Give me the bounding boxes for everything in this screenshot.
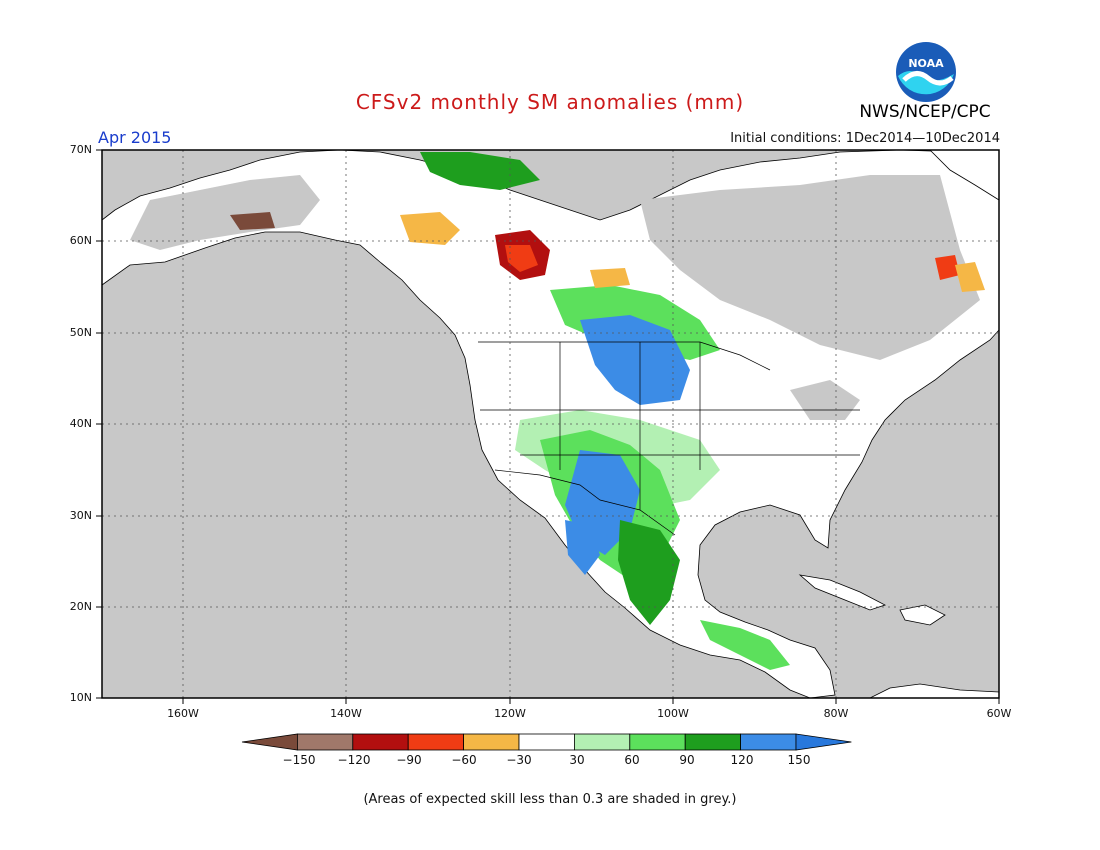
colorbar-segment — [518, 733, 575, 751]
anomaly-patch-alaska-brown — [230, 212, 275, 230]
anomaly-patch-central-america-green — [700, 620, 790, 670]
anomaly-patch-sierra-blue — [565, 520, 600, 575]
noaa-logo: NOAA — [894, 40, 958, 108]
colorbar-label: 90 — [679, 753, 695, 767]
colorbar-segment — [296, 733, 354, 751]
ytick-label: 10N — [69, 691, 92, 704]
skill-footnote: (Areas of expected skill less than 0.3 a… — [363, 792, 737, 807]
colorbar-label: 120 — [730, 753, 754, 767]
valid-month-label: Apr 2015 — [98, 128, 172, 147]
us-canada-border — [478, 341, 771, 371]
colorbar-label: −30 — [506, 753, 532, 767]
anomaly-layer — [230, 152, 985, 670]
map-title: CFSv2 monthly SM anomalies (mm) — [355, 90, 745, 114]
colorbar-segment — [740, 733, 797, 751]
ytick-label: 70N — [69, 143, 92, 156]
xtick-label: 120W — [494, 707, 526, 720]
xtick-label: 80W — [823, 707, 849, 720]
anomaly-patch-labrador-orange — [935, 255, 960, 280]
hispaniola-island — [899, 604, 946, 626]
ytick-label: 30N — [69, 509, 92, 522]
colorbar-segment — [352, 733, 409, 751]
us-mexico-border — [494, 469, 676, 536]
colorbar-label: −60 — [451, 753, 477, 767]
colorbar-segment — [241, 733, 298, 751]
colorbar — [241, 733, 852, 751]
xtick-label: 140W — [330, 707, 362, 720]
colorbar-label: −120 — [337, 753, 371, 767]
ytick-label: 20N — [69, 600, 92, 613]
colorbar-segment — [684, 733, 742, 751]
boundary-lines — [478, 341, 860, 536]
low-skill-mexico-sw — [470, 480, 520, 520]
colorbar-segment — [463, 733, 520, 751]
low-skill-layer — [130, 175, 980, 520]
anomaly-patch-manitoba-yellow — [590, 268, 630, 288]
xtick-label: 100W — [657, 707, 689, 720]
ytick-label: 50N — [69, 326, 92, 339]
colorbar-segment — [629, 733, 686, 751]
gridlines — [102, 150, 999, 698]
tick-marks — [96, 149, 1000, 704]
colorbar-label: −150 — [282, 753, 316, 767]
colorbar-label: 60 — [624, 753, 640, 767]
colorbar-label: −90 — [396, 753, 422, 767]
organization-label: NWS/NCEP/CPC — [859, 102, 991, 122]
colorbar-segment — [795, 733, 852, 751]
colorbar-label: 150 — [787, 753, 811, 767]
cuba-island — [798, 574, 887, 611]
anomaly-patch-mexico-darkgreen — [618, 520, 680, 625]
ytick-label: 40N — [69, 417, 92, 430]
ytick-label: 60N — [69, 234, 92, 247]
colorbar-segment — [407, 733, 465, 751]
low-skill-alaska — [130, 175, 320, 250]
xtick-label: 160W — [167, 707, 199, 720]
anomaly-patch-labrador-yellow — [955, 262, 985, 292]
anomaly-patch-bc-yellow — [400, 212, 460, 245]
anomaly-patch-dakotas-blue — [580, 315, 690, 405]
xtick-label: 60W — [986, 707, 1012, 720]
logo-text: NOAA — [908, 57, 944, 70]
colorbar-segment — [574, 733, 631, 751]
initial-conditions-label: Initial conditions: 1Dec2014—10Dec2014 — [730, 131, 1000, 146]
colorbar-label: 30 — [569, 753, 585, 767]
anomaly-patch-alberta-orange — [505, 245, 538, 272]
low-skill-northeast-canada — [640, 175, 980, 360]
